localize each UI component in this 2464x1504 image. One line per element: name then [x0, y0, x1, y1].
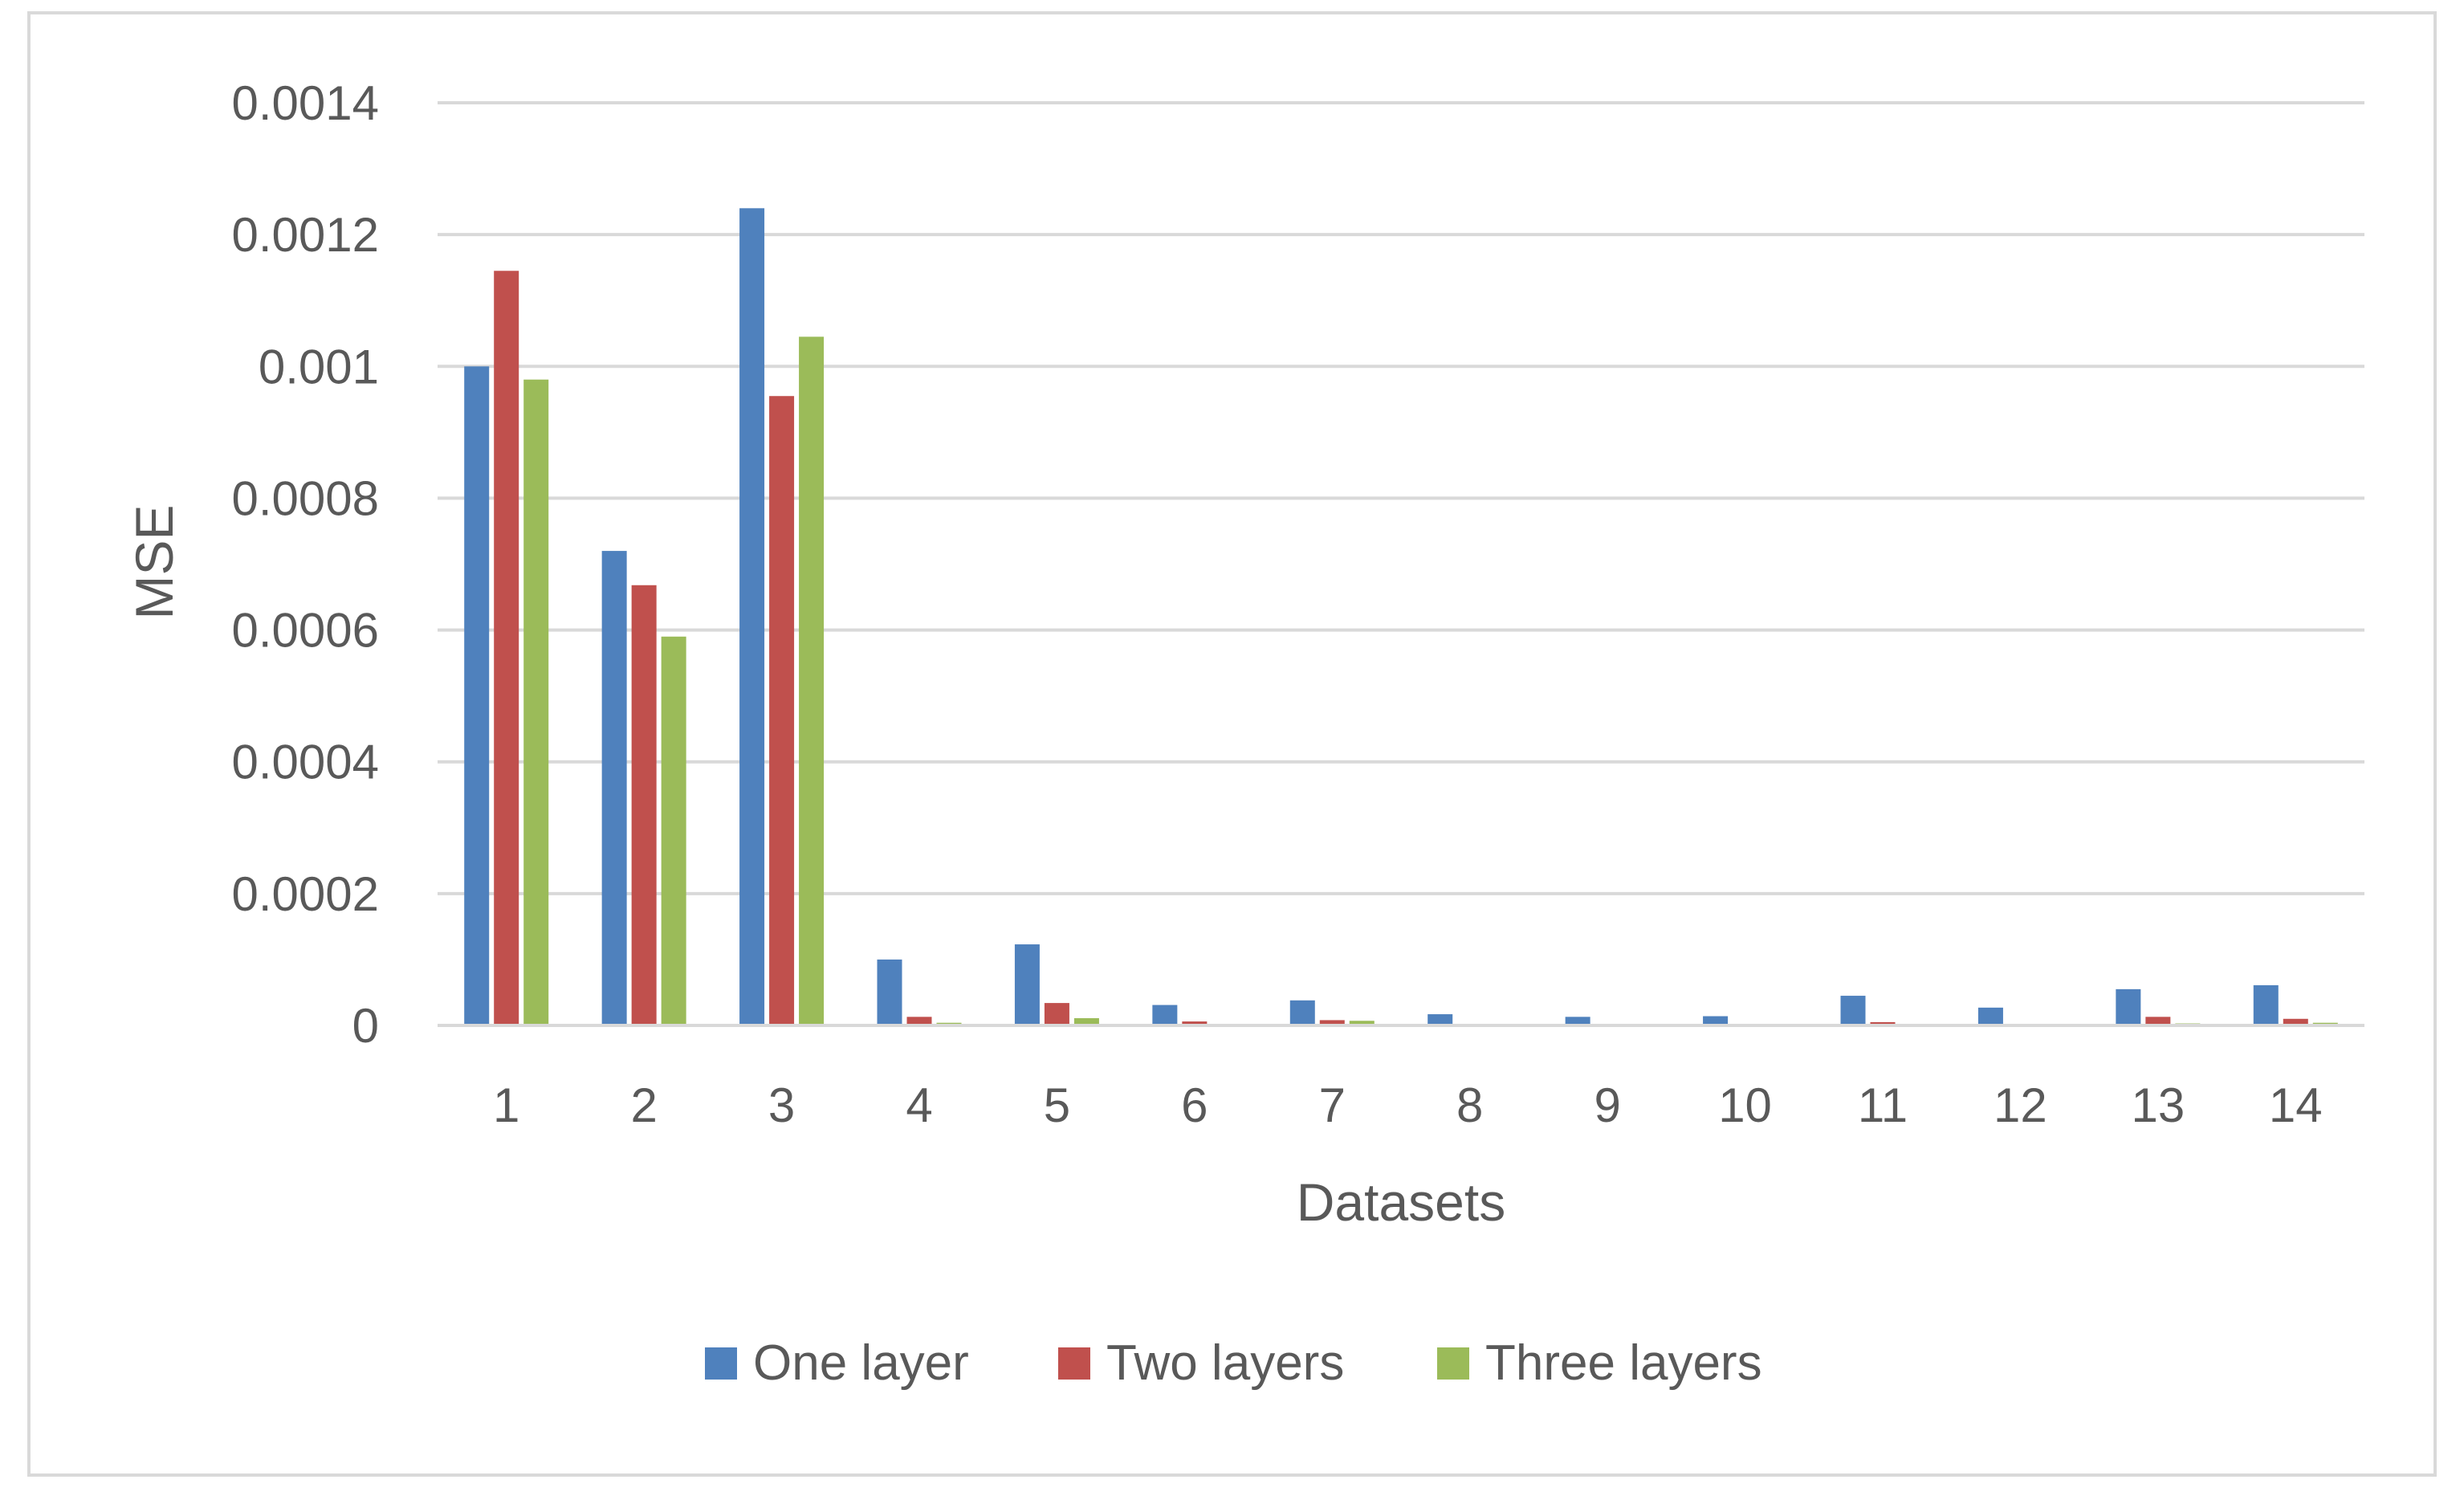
x-tick-label: 12 — [1994, 1078, 2047, 1132]
bar-one-layer-5 — [1014, 944, 1040, 1025]
bar-two-layers-11 — [1870, 1021, 1896, 1025]
bars — [464, 208, 2338, 1026]
bar-one-layer-10 — [1703, 1016, 1729, 1025]
bar-one-layer-12 — [1977, 1007, 2003, 1025]
x-tick-label: 7 — [1319, 1078, 1346, 1132]
x-tick-label: 1 — [493, 1078, 519, 1132]
y-axis-title: MSE — [124, 504, 184, 619]
x-axis-title: Datasets — [1297, 1172, 1505, 1232]
bar-one-layer-11 — [1840, 996, 1866, 1025]
y-tick-label: 0.0006 — [231, 604, 379, 658]
bar-two-layers-3 — [769, 396, 795, 1025]
x-tick-label: 9 — [1594, 1078, 1620, 1132]
chart-frame — [27, 11, 2437, 1477]
bar-two-layers-14 — [2283, 1018, 2308, 1025]
bar-three-layers-3 — [799, 336, 825, 1025]
bar-three-layers-2 — [661, 636, 686, 1025]
legend-label: Three layers — [1485, 1335, 1762, 1391]
x-tick-label: 3 — [768, 1078, 795, 1132]
x-tick-label: 10 — [1718, 1078, 1772, 1132]
y-tick-label: 0.001 — [259, 340, 379, 393]
x-tick-label: 4 — [906, 1078, 932, 1132]
y-tick-label: 0.0004 — [231, 736, 379, 789]
legend: One layer Two layers Three layers — [705, 1335, 1762, 1391]
y-tick-label: 0.0008 — [231, 471, 379, 525]
x-tick-label: 13 — [2131, 1078, 2185, 1132]
bar-three-layers-5 — [1073, 1017, 1099, 1025]
legend-swatch — [1437, 1347, 1469, 1380]
bar-one-layer-6 — [1152, 1005, 1178, 1025]
legend-swatch — [705, 1347, 737, 1380]
bar-three-layers-7 — [1349, 1021, 1375, 1025]
x-tick-label: 14 — [2269, 1078, 2323, 1132]
y-tick-label: 0.0014 — [231, 76, 379, 130]
bar-two-layers-6 — [1182, 1021, 1208, 1025]
bar-one-layer-13 — [2116, 988, 2141, 1025]
y-axis-ticks: 0 0.0002 0.0004 0.0006 0.0008 0.001 0.0012 0.00… — [231, 76, 379, 1053]
legend-label: One layer — [753, 1335, 969, 1391]
y-tick-label: 0.0012 — [231, 208, 379, 262]
bar-one-layer-4 — [877, 959, 902, 1025]
bar-three-layers-1 — [523, 379, 549, 1025]
bar-two-layers-5 — [1044, 1003, 1069, 1025]
bar-one-layer-3 — [739, 208, 765, 1025]
x-tick-label: 5 — [1044, 1078, 1070, 1132]
bar-one-layer-14 — [2253, 984, 2279, 1025]
x-tick-label: 8 — [1456, 1078, 1483, 1132]
legend-swatch — [1058, 1347, 1090, 1380]
x-tick-label: 11 — [1858, 1078, 1908, 1132]
y-tick-label: 0.0002 — [231, 867, 379, 921]
bar-one-layer-7 — [1289, 1000, 1315, 1025]
legend-label: Two layers — [1106, 1335, 1344, 1391]
bar-two-layers-13 — [2145, 1017, 2171, 1025]
x-axis-ticks: 1 2 3 4 5 6 7 8 9 10 11 12 13 14 — [493, 1078, 2323, 1132]
bar-two-layers-7 — [1319, 1020, 1345, 1025]
bar-one-layer-1 — [464, 366, 490, 1025]
bar-one-layer-8 — [1427, 1014, 1453, 1025]
bar-one-layer-2 — [601, 551, 627, 1025]
bar-two-layers-2 — [631, 585, 657, 1025]
bar-two-layers-1 — [494, 271, 519, 1026]
bar-two-layers-4 — [906, 1017, 932, 1025]
x-tick-label: 6 — [1181, 1078, 1208, 1132]
bar-one-layer-9 — [1565, 1017, 1590, 1025]
y-tick-label: 0 — [352, 999, 379, 1053]
x-tick-label: 2 — [630, 1078, 657, 1132]
gridlines — [438, 101, 2364, 895]
